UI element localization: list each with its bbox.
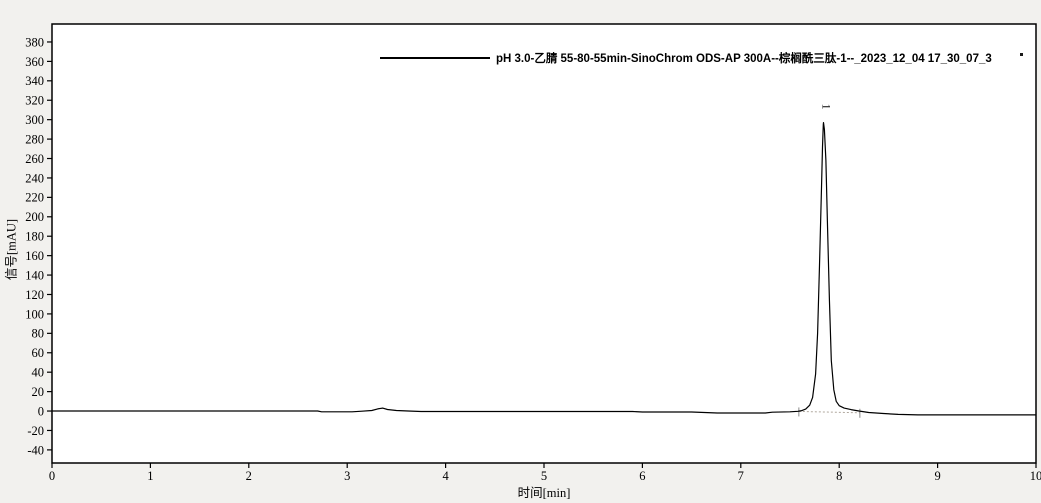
y-tick-label: 140 <box>25 268 44 282</box>
y-tick-label: -20 <box>27 424 44 438</box>
y-tick-label: 40 <box>32 366 45 380</box>
y-tick-label: 300 <box>25 113 44 127</box>
x-tick-label: 8 <box>836 469 842 483</box>
y-tick-label: 280 <box>25 132 44 146</box>
y-tick-label: 360 <box>25 55 44 69</box>
x-tick-label: 5 <box>541 469 547 483</box>
y-tick-label: 240 <box>25 171 44 185</box>
legend-label: pH 3.0-乙腈 55-80-55min-SinoChrom ODS-AP 3… <box>496 53 992 65</box>
y-tick-label: 80 <box>32 327 45 341</box>
x-tick-label: 3 <box>344 469 350 483</box>
x-tick-label: 6 <box>639 469 645 483</box>
x-tick-label: 9 <box>934 469 940 483</box>
y-axis-title: 信号[mAU] <box>4 218 19 281</box>
y-tick-label: 120 <box>25 288 44 302</box>
x-tick-label: 7 <box>738 469 744 483</box>
y-tick-label: 20 <box>32 385 45 399</box>
peak-label: 1 <box>819 104 833 110</box>
y-tick-label: -40 <box>27 443 44 457</box>
y-tick-label: 160 <box>25 249 44 263</box>
plot-area <box>51 23 1037 464</box>
y-tick-label: 220 <box>25 191 44 205</box>
stray-dot-artifact <box>1020 53 1023 56</box>
x-tick-label: 10 <box>1030 469 1041 483</box>
chromatogram-trace <box>52 121 1036 416</box>
x-tick-label: 0 <box>49 469 55 483</box>
legend-line-sample <box>380 57 490 59</box>
x-tick-label: 2 <box>246 469 252 483</box>
y-tick-label: 200 <box>25 210 44 224</box>
y-tick-label: 60 <box>32 346 45 360</box>
x-tick-label: 1 <box>147 469 153 483</box>
x-axis-title: 时间[min] <box>517 486 571 500</box>
y-tick-label: 0 <box>38 404 44 418</box>
y-tick-label: 320 <box>25 94 44 108</box>
legend: pH 3.0-乙腈 55-80-55min-SinoChrom ODS-AP 3… <box>380 50 992 66</box>
x-tick-label: 4 <box>442 469 449 483</box>
y-tick-label: 260 <box>25 152 44 166</box>
y-tick-label: 180 <box>25 230 44 244</box>
y-tick-label: 340 <box>25 74 44 88</box>
y-tick-label: 100 <box>25 307 44 321</box>
y-tick-label: 380 <box>25 35 44 49</box>
